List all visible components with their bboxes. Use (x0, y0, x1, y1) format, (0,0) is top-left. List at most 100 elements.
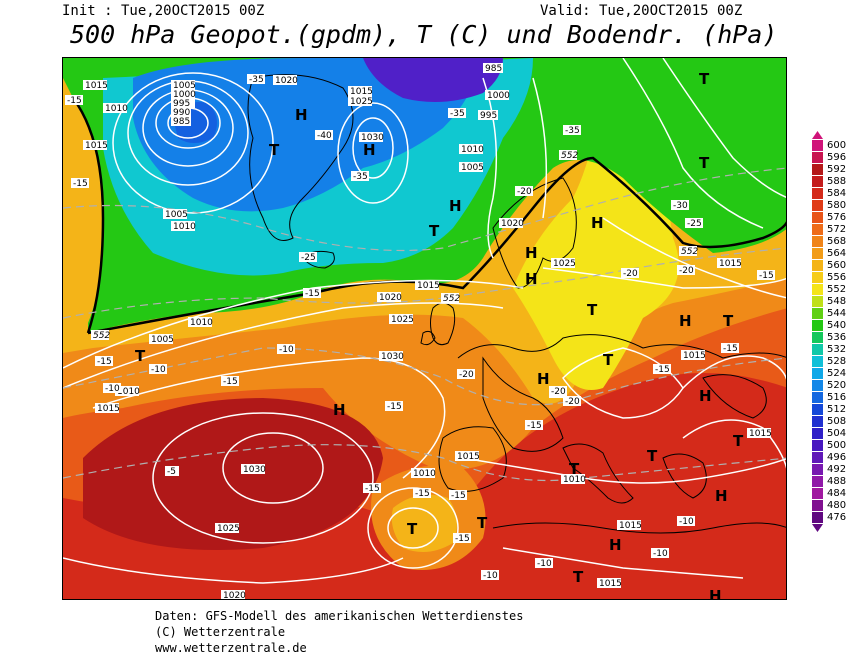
svg-text:990: 990 (173, 108, 190, 118)
low-centre: T (407, 520, 418, 538)
low-centre: T (647, 447, 658, 465)
footer-source: Daten: GFS-Modell des amerikanischen Wet… (155, 609, 524, 623)
scale-label: 532 (827, 344, 847, 355)
scale-swatch (812, 140, 823, 151)
svg-text:985: 985 (485, 64, 502, 74)
scale-swatch (812, 464, 823, 475)
svg-text:-30: -30 (673, 201, 688, 211)
svg-text:-35: -35 (565, 126, 580, 136)
svg-text:-35: -35 (450, 109, 465, 119)
high-centre: H (591, 214, 604, 232)
scale-label: 512 (827, 404, 847, 415)
scale-label: 572 (827, 224, 847, 235)
low-centre: T (477, 514, 488, 532)
svg-text:985: 985 (173, 117, 190, 127)
scale-label: 576 (827, 212, 847, 223)
svg-text:1010: 1010 (190, 318, 213, 328)
high-centre: H (699, 387, 712, 405)
svg-text:-15: -15 (527, 421, 542, 431)
svg-text:-20: -20 (623, 269, 638, 279)
scale-swatch (812, 404, 823, 415)
svg-text:-15: -15 (73, 179, 88, 189)
high-centre: H (525, 244, 538, 262)
svg-text:-10: -10 (105, 384, 120, 394)
svg-text:1015: 1015 (350, 87, 373, 97)
scale-label: 548 (827, 296, 847, 307)
svg-text:1015: 1015 (417, 281, 440, 291)
svg-text:1010: 1010 (413, 469, 436, 479)
low-centre: T (429, 222, 440, 240)
field-atlantic-high (83, 398, 383, 550)
scale-label: 536 (827, 332, 847, 343)
scale-label: 540 (827, 320, 847, 331)
low-centre: T (733, 432, 744, 450)
svg-text:995: 995 (480, 111, 497, 121)
svg-text:-15: -15 (305, 289, 320, 299)
svg-text:-10: -10 (537, 559, 552, 569)
footer-link[interactable]: www.wetterzentrale.de (155, 641, 307, 655)
svg-text:-15: -15 (97, 357, 112, 367)
valid-time: Valid: Tue,20OCT2015 00Z (540, 3, 743, 19)
low-centre: T (569, 460, 580, 478)
low-centre: T (699, 70, 710, 88)
scale-label: 584 (827, 188, 847, 199)
scale-label: 596 (827, 152, 847, 163)
map-title: 500 hPa Geopot.(gpdm), T (C) und Bodendr… (70, 20, 778, 49)
svg-text:-10: -10 (653, 549, 668, 559)
high-centre: H (537, 370, 550, 388)
svg-text:-35: -35 (353, 172, 368, 182)
high-centre: H (295, 106, 308, 124)
scale-swatch (812, 308, 823, 319)
scale-label: 580 (827, 200, 847, 211)
svg-text:1020: 1020 (379, 293, 402, 303)
low-centre: T (269, 141, 280, 159)
scale-swatch (812, 344, 823, 355)
svg-text:1000: 1000 (487, 91, 510, 101)
scale-swatch (812, 224, 823, 235)
svg-text:1015: 1015 (749, 429, 772, 439)
scale-label: 516 (827, 392, 847, 403)
svg-text:552: 552 (681, 247, 698, 257)
svg-text:-15: -15 (67, 96, 82, 106)
svg-text:-25: -25 (301, 253, 316, 263)
svg-text:1020: 1020 (223, 591, 246, 600)
footer-copyright: (C) Wetterzentrale (155, 625, 286, 639)
svg-text:-15: -15 (387, 402, 402, 412)
scale-swatch (812, 212, 823, 223)
svg-text:1025: 1025 (217, 524, 240, 534)
svg-text:-15: -15 (223, 377, 238, 387)
init-time: Init : Tue,20OCT2015 00Z (62, 3, 265, 19)
scale-swatch (812, 236, 823, 247)
svg-text:-35: -35 (249, 75, 264, 85)
svg-text:-10: -10 (279, 345, 294, 355)
svg-text:1015: 1015 (85, 81, 108, 91)
svg-text:1010: 1010 (461, 145, 484, 155)
svg-text:1020: 1020 (275, 76, 298, 86)
scale-swatch (812, 176, 823, 187)
svg-text:-25: -25 (687, 219, 702, 229)
scale-swatch (812, 380, 823, 391)
scale-label: 592 (827, 164, 847, 175)
scale-swatch (812, 320, 823, 331)
scale-swatch (812, 284, 823, 295)
scale-label: 484 (827, 488, 847, 499)
scale-label: 488 (827, 476, 847, 487)
high-centre: H (525, 270, 538, 288)
high-centre: H (609, 536, 622, 554)
scale-label: 504 (827, 428, 847, 439)
svg-text:1025: 1025 (391, 315, 414, 325)
scale-label: 588 (827, 176, 847, 187)
scale-swatch (812, 296, 823, 307)
scale-swatch (812, 152, 823, 163)
svg-text:1015: 1015 (683, 351, 706, 361)
scale-top-marker (812, 131, 823, 139)
svg-text:-20: -20 (517, 187, 532, 197)
scale-swatch (812, 260, 823, 271)
svg-text:1005: 1005 (461, 163, 484, 173)
scale-label: 524 (827, 368, 847, 379)
isobar-labels: 1015 1010 1005 1000 995 990 985 1020 102… (83, 63, 772, 600)
low-centre: T (723, 312, 734, 330)
svg-text:1005: 1005 (165, 210, 188, 220)
scale-swatch (812, 416, 823, 427)
svg-text:1010: 1010 (105, 104, 128, 114)
